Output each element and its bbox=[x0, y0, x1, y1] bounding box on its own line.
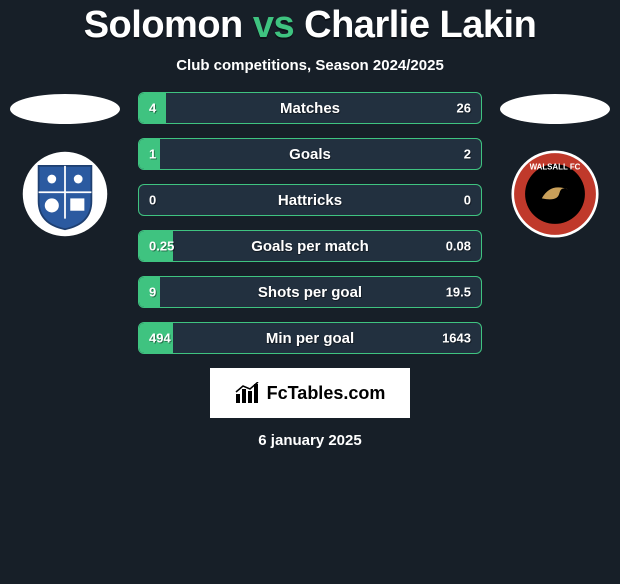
player2-avatar bbox=[500, 94, 610, 124]
stat-value-right: 2 bbox=[464, 147, 471, 162]
player1-club-badge bbox=[21, 150, 109, 238]
stat-value-left: 9 bbox=[149, 285, 156, 300]
right-side: WALSALL FC bbox=[500, 92, 610, 238]
stat-label: Goals per match bbox=[251, 238, 369, 255]
walsall-badge-icon: WALSALL FC bbox=[511, 150, 599, 238]
subtitle: Club competitions, Season 2024/2025 bbox=[0, 57, 620, 74]
stat-value-left: 0.25 bbox=[149, 239, 174, 254]
fctables-text: FcTables.com bbox=[267, 383, 386, 404]
stat-label: Matches bbox=[280, 100, 340, 117]
stat-row: 4 Matches 26 bbox=[138, 92, 482, 124]
stat-value-left: 0 bbox=[149, 193, 156, 208]
vs-text: vs bbox=[253, 4, 294, 46]
stat-value-right: 1643 bbox=[442, 331, 471, 346]
player2-club-badge: WALSALL FC bbox=[511, 150, 599, 238]
tranmere-badge-icon bbox=[21, 150, 109, 238]
comparison-main: 4 Matches 26 1 Goals 2 0 Hattricks 0 0.25 Goals pe… bbox=[0, 92, 620, 354]
stat-row: 494 Min per goal 1643 bbox=[138, 322, 482, 354]
stat-value-right: 0.08 bbox=[446, 239, 471, 254]
footer-date: 6 january 2025 bbox=[0, 432, 620, 449]
stat-value-left: 494 bbox=[149, 331, 171, 346]
stat-row: 1 Goals 2 bbox=[138, 138, 482, 170]
stat-row: 0 Hattricks 0 bbox=[138, 184, 482, 216]
stat-value-left: 4 bbox=[149, 101, 156, 116]
page-title: Solomon vs Charlie Lakin bbox=[0, 4, 620, 47]
fctables-chart-icon bbox=[235, 382, 261, 404]
left-side bbox=[10, 92, 120, 238]
stat-value-left: 1 bbox=[149, 147, 156, 162]
stat-row: 0.25 Goals per match 0.08 bbox=[138, 230, 482, 262]
fctables-logo[interactable]: FcTables.com bbox=[210, 368, 410, 418]
stat-value-right: 19.5 bbox=[446, 285, 471, 300]
stat-label: Hattricks bbox=[278, 192, 342, 209]
stat-label: Min per goal bbox=[266, 330, 354, 347]
player1-name: Solomon bbox=[84, 4, 243, 46]
player2-name: Charlie Lakin bbox=[304, 4, 536, 46]
svg-text:WALSALL FC: WALSALL FC bbox=[530, 162, 581, 171]
player1-avatar bbox=[10, 94, 120, 124]
stats-column: 4 Matches 26 1 Goals 2 0 Hattricks 0 0.25 Goals pe… bbox=[138, 92, 482, 354]
stat-value-right: 0 bbox=[464, 193, 471, 208]
stat-label: Goals bbox=[289, 146, 331, 163]
stat-value-right: 26 bbox=[457, 101, 471, 116]
stat-label: Shots per goal bbox=[258, 284, 362, 301]
stat-row: 9 Shots per goal 19.5 bbox=[138, 276, 482, 308]
